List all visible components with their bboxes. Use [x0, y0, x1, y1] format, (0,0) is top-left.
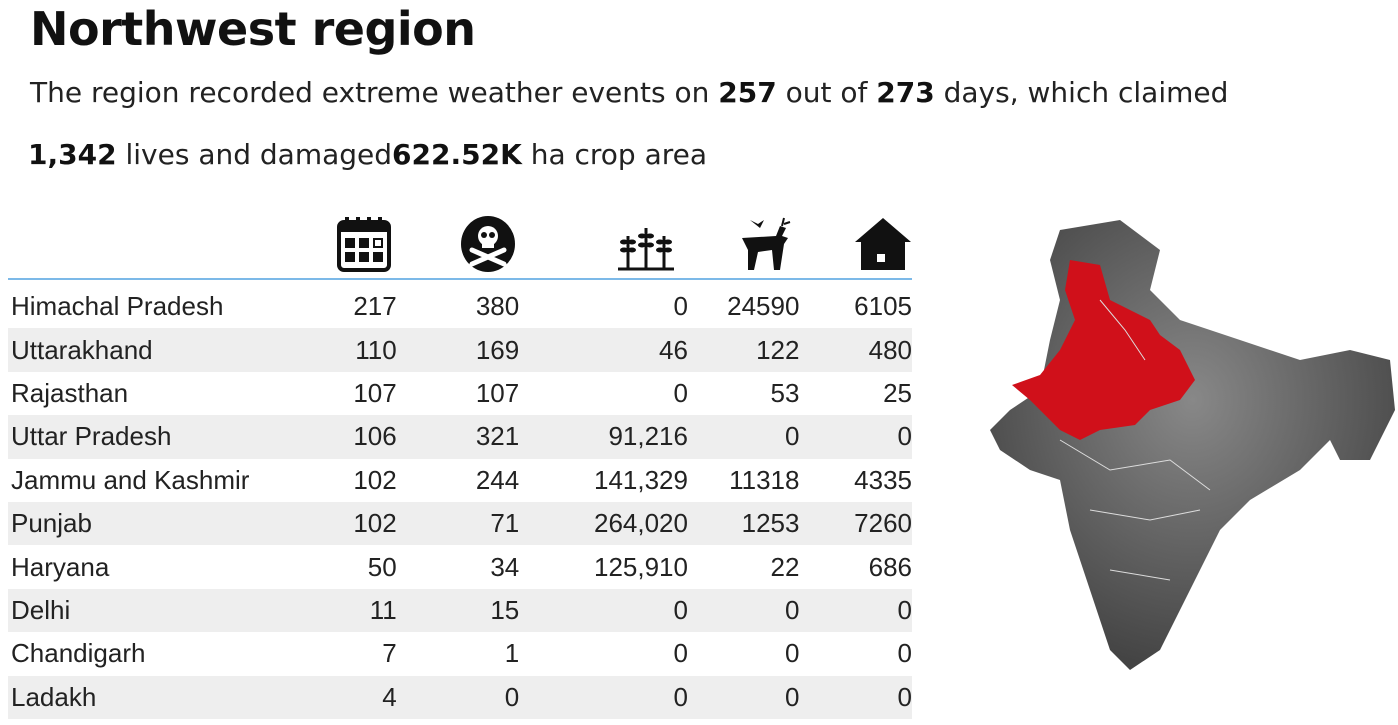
- cell-days: 50: [367, 551, 397, 582]
- cell-state: Chandigarh: [11, 638, 146, 669]
- cell-days: 7: [382, 638, 397, 669]
- calendar-icon: [337, 217, 391, 272]
- cell-deaths: 380: [475, 291, 520, 322]
- cell-deaths: 15: [396, 588, 520, 633]
- cell-state: Delhi: [8, 588, 310, 633]
- cell-state: Uttar Pradesh: [8, 415, 310, 459]
- cell-animals: 122: [687, 328, 800, 372]
- cell-state: Ladakh: [8, 675, 310, 719]
- cell-crop: 0: [673, 291, 688, 322]
- cell-houses: 0: [799, 415, 912, 459]
- cell-houses: 480: [799, 328, 912, 372]
- summary-text: ha crop area: [530, 138, 708, 171]
- cell-crop: 0: [519, 588, 688, 633]
- cell-deaths: 71: [396, 501, 520, 546]
- summary-text: out of: [785, 76, 868, 109]
- event-days: 257: [718, 76, 777, 109]
- cell-deaths: 169: [396, 328, 520, 372]
- cell-houses: 6105: [854, 291, 912, 322]
- cell-houses: 25: [883, 377, 912, 408]
- cell-days: 106: [309, 415, 397, 459]
- cell-deaths: 0: [396, 675, 520, 719]
- cell-animals: 53: [770, 377, 800, 408]
- cell-houses: 0: [799, 675, 912, 719]
- summary-text: lives and damaged: [125, 138, 393, 171]
- cell-state: Haryana: [11, 551, 110, 582]
- lives-lost: 1,342: [28, 138, 117, 171]
- cell-houses: 686: [868, 551, 912, 582]
- cell-animals: 0: [687, 588, 800, 633]
- india-outline: [990, 220, 1395, 670]
- cell-animals: 24590: [727, 291, 800, 322]
- cell-days: 102: [353, 464, 397, 495]
- cell-state: Jammu and Kashmir: [11, 464, 250, 495]
- table-row: Uttarakhand 110 169 46 122 480: [8, 328, 912, 372]
- cell-crop: 0: [519, 675, 688, 719]
- cell-state: Rajasthan: [11, 377, 129, 408]
- cell-animals: 0: [784, 638, 800, 669]
- cell-days: 11: [309, 588, 397, 633]
- cell-deaths: 34: [490, 551, 520, 582]
- table-row: Uttar Pradesh 106 321 91,216 0 0: [8, 415, 912, 459]
- table-row: Chandigarh 7 1 0 0 0: [8, 632, 912, 675]
- table-row: Haryana 50 34 125,910 22 686: [8, 545, 912, 588]
- cell-days: 4: [309, 675, 397, 719]
- cell-days: 102: [309, 501, 397, 546]
- india-map: [990, 220, 1395, 670]
- crop-damaged: 622.52K: [392, 138, 522, 171]
- northwest-region-highlight: [1012, 260, 1195, 440]
- animals-icon: [742, 217, 791, 270]
- cell-crop: 264,020: [519, 501, 688, 546]
- cell-days: 107: [353, 377, 397, 408]
- cell-deaths: 107: [475, 377, 520, 408]
- cell-crop: 0: [673, 377, 688, 408]
- cell-deaths: 244: [475, 464, 520, 495]
- summary-text: The region recorded extreme weather even…: [30, 76, 710, 109]
- cell-animals: 1253: [687, 501, 800, 546]
- cell-state: Uttarakhand: [8, 328, 310, 372]
- cell-days: 217: [353, 291, 397, 322]
- table-row: Jammu and Kashmir 102 244 141,329 11318 4335: [8, 459, 912, 502]
- cell-houses: 4335: [854, 464, 912, 495]
- cell-deaths: 1: [504, 638, 520, 669]
- cell-crop: 125,910: [593, 551, 688, 582]
- cell-deaths: 321: [396, 415, 520, 459]
- table-header: [8, 212, 912, 280]
- table-row: Delhi 11 15 0 0 0: [8, 588, 912, 633]
- summary-line-2: 1,342 lives and damaged622.52K ha crop a…: [28, 138, 707, 171]
- cell-animals: 11318: [729, 464, 800, 495]
- table-row: Punjab 102 71 264,020 1253 7260: [8, 501, 912, 546]
- cell-animals: 22: [770, 551, 800, 582]
- summary-line-1: The region recorded extreme weather even…: [30, 76, 1228, 109]
- page-title: Northwest region: [30, 2, 476, 56]
- cell-days: 110: [309, 328, 397, 372]
- cell-houses: 0: [897, 638, 912, 669]
- cell-crop: 46: [519, 328, 688, 372]
- table-row: Himachal Pradesh 217 380 0 24590 6105: [8, 285, 912, 328]
- cell-animals: 0: [687, 675, 800, 719]
- cell-state: Punjab: [8, 501, 310, 546]
- cell-state: Himachal Pradesh: [11, 291, 224, 322]
- table-row: Rajasthan 107 107 0 53 25: [8, 372, 912, 415]
- cell-houses: 0: [799, 588, 912, 633]
- house-icon: [855, 218, 911, 270]
- total-days: 273: [876, 76, 935, 109]
- table-row: Ladakh 4 0 0 0 0: [8, 675, 912, 719]
- cell-crop: 141,329: [593, 464, 688, 495]
- northwest-states-table: Himachal Pradesh 217 380 0 24590 6105 Uttarakh…: [8, 285, 912, 719]
- cell-crop: 0: [673, 638, 688, 669]
- cell-animals: 0: [687, 415, 800, 459]
- cell-crop: 91,216: [519, 415, 688, 459]
- cell-houses: 7260: [799, 501, 912, 546]
- skull-crossbones-icon: [461, 216, 515, 272]
- summary-text: days, which claimed: [943, 76, 1229, 109]
- crops-icon: [618, 228, 674, 271]
